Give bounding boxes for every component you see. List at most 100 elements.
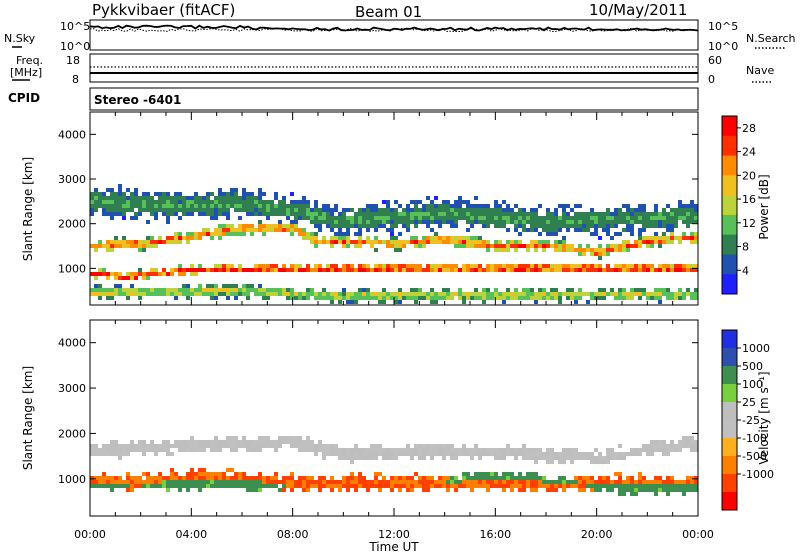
- heatmap-cell: [626, 264, 630, 268]
- heatmap-cell: [234, 436, 238, 440]
- heatmap-cell: [290, 480, 294, 484]
- heatmap-cell: [370, 296, 374, 300]
- heatmap-cell: [118, 476, 122, 480]
- heatmap-cell: [302, 200, 306, 204]
- sky-tick-top: 10^5: [60, 20, 90, 33]
- colorbar-tick-label: 25: [742, 396, 756, 409]
- heatmap-cell: [670, 228, 674, 232]
- heatmap-cell: [490, 216, 494, 220]
- heatmap-cell: [386, 452, 390, 456]
- heatmap-cell: [374, 448, 378, 452]
- colorbar-tick-label: -1000: [742, 468, 774, 481]
- heatmap-cell: [534, 220, 538, 224]
- heatmap-cell: [294, 296, 298, 300]
- heatmap-cell: [542, 244, 546, 248]
- heatmap-cell: [318, 296, 322, 300]
- heatmap-cell: [678, 212, 682, 216]
- heatmap-cell: [334, 232, 338, 236]
- heatmap-cell: [542, 268, 546, 272]
- heatmap-cell: [394, 292, 398, 296]
- heatmap-cell: [566, 220, 570, 224]
- heatmap-cell: [390, 296, 394, 300]
- heatmap-cell: [478, 240, 482, 244]
- heatmap-cell: [414, 480, 418, 484]
- heatmap-cell: [690, 436, 694, 440]
- heatmap-cell: [422, 204, 426, 208]
- heatmap-cell: [126, 244, 130, 248]
- heatmap-cell: [406, 444, 410, 448]
- heatmap-cell: [178, 268, 182, 272]
- heatmap-cell: [618, 444, 622, 448]
- heatmap-cell: [482, 240, 486, 244]
- heatmap-cell: [414, 444, 418, 448]
- heatmap-cell: [354, 448, 358, 452]
- heatmap-cell: [514, 212, 518, 216]
- heatmap-cell: [194, 208, 198, 212]
- heatmap-cell: [190, 288, 194, 292]
- heatmap-cell: [350, 264, 354, 268]
- heatmap-cell: [218, 292, 222, 296]
- date-label: 10/May/2011: [589, 1, 687, 19]
- heatmap-cell: [622, 228, 626, 232]
- heatmap-cell: [294, 436, 298, 440]
- heatmap-cell: [382, 208, 386, 212]
- heatmap-cell: [630, 492, 634, 496]
- heatmap-cell: [422, 244, 426, 248]
- heatmap-cell: [198, 208, 202, 212]
- heatmap-cell: [254, 484, 258, 488]
- heatmap-cell: [190, 472, 194, 476]
- heatmap-cell: [686, 268, 690, 272]
- heatmap-cell: [190, 208, 194, 212]
- heatmap-cell: [626, 216, 630, 220]
- heatmap-cell: [338, 296, 342, 300]
- heatmap-cell: [598, 216, 602, 220]
- heatmap-cell: [330, 480, 334, 484]
- heatmap-cell: [174, 440, 178, 444]
- heatmap-cell: [118, 184, 122, 188]
- heatmap-cell: [398, 476, 402, 480]
- heatmap-cell: [422, 456, 426, 460]
- heatmap-cell: [438, 448, 442, 452]
- heatmap-cell: [230, 440, 234, 444]
- heatmap-cell: [658, 476, 662, 480]
- heatmap-cell: [450, 236, 454, 240]
- heatmap-cell: [562, 480, 566, 484]
- heatmap-cell: [166, 272, 170, 276]
- heatmap-cell: [366, 212, 370, 216]
- heatmap-cell: [618, 484, 622, 488]
- heatmap-cell: [246, 268, 250, 272]
- heatmap-cell: [650, 212, 654, 216]
- heatmap-cell: [686, 444, 690, 448]
- heatmap-cell: [558, 244, 562, 248]
- heatmap-cell: [122, 196, 126, 200]
- heatmap-cell: [474, 476, 478, 480]
- heatmap-cell: [570, 480, 574, 484]
- heatmap-cell: [142, 484, 146, 488]
- heatmap-cell: [250, 224, 254, 228]
- heatmap-cell: [462, 240, 466, 244]
- heatmap-cell: [542, 224, 546, 228]
- heatmap-cell: [150, 288, 154, 292]
- heatmap-cell: [282, 208, 286, 212]
- heatmap-cell: [558, 476, 562, 480]
- heatmap-cell: [574, 248, 578, 252]
- heatmap-cell: [522, 216, 526, 220]
- heatmap-cell: [654, 204, 658, 208]
- heatmap-cell: [106, 212, 110, 216]
- heatmap-cell: [318, 212, 322, 216]
- heatmap-cell: [278, 220, 282, 224]
- heatmap-cell: [542, 228, 546, 232]
- heatmap-cell: [194, 192, 198, 196]
- heatmap-cell: [122, 292, 126, 296]
- heatmap-cell: [374, 228, 378, 232]
- heatmap-cell: [446, 296, 450, 300]
- heatmap-cell: [394, 480, 398, 484]
- heatmap-cell: [662, 220, 666, 224]
- heatmap-cell: [182, 236, 186, 240]
- heatmap-cell: [166, 208, 170, 212]
- heatmap-cell: [130, 216, 134, 220]
- heatmap-cell: [486, 204, 490, 208]
- heatmap-cell: [226, 436, 230, 440]
- heatmap-cell: [314, 296, 318, 300]
- heatmap-cell: [258, 444, 262, 448]
